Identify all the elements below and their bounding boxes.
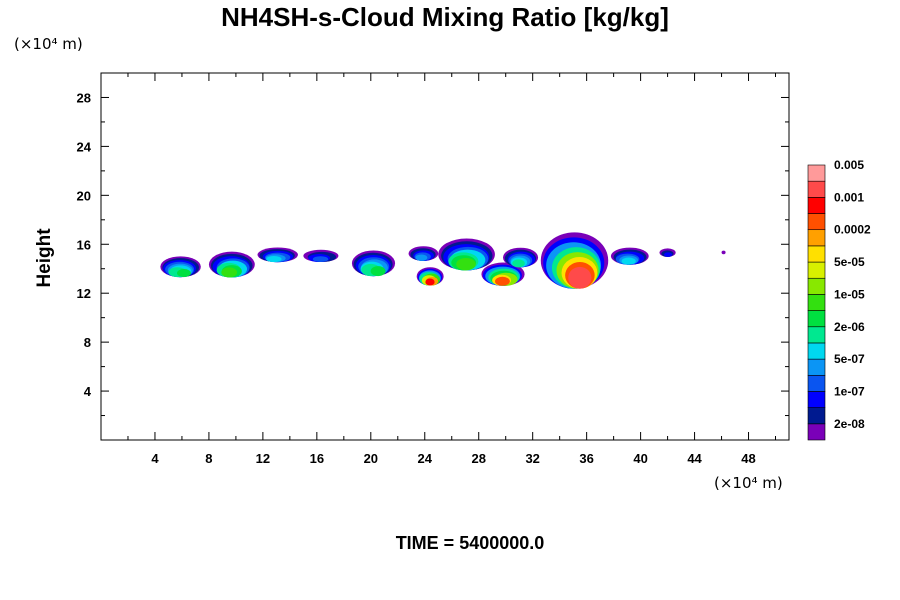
x-tick-label: 32 (525, 451, 539, 466)
colorbar-swatch (807, 391, 826, 408)
colorbar-label: 1e-07 (834, 384, 865, 398)
cloud-blob-layer (456, 257, 476, 271)
y-axis-label: Height (34, 228, 55, 288)
x-tick-label: 48 (741, 451, 755, 466)
colorbar-swatch (807, 277, 826, 295)
colorbar-swatch (807, 358, 826, 376)
colorbar-label: 1e-05 (834, 287, 865, 301)
colorbar-swatch (807, 164, 826, 182)
y-tick-label: 28 (77, 90, 91, 105)
plot-data-layer (160, 232, 726, 289)
colorbar-label: 5e-07 (834, 352, 865, 366)
cloud-blob-layer (415, 254, 428, 261)
x-tick-label: 16 (310, 451, 324, 466)
colorbar-swatch (807, 374, 826, 392)
cloud-blob-layer (266, 256, 282, 263)
cloud-blob-layer (221, 267, 238, 278)
colorbar-swatch (807, 229, 826, 247)
x-tick-label: 4 (151, 451, 159, 466)
colorbar-label: 5e-05 (834, 255, 865, 269)
x-tick-label: 36 (579, 451, 593, 466)
colorbar-swatch (807, 197, 826, 214)
chart-title: NH4SH-s-Cloud Mixing Ratio [kg/kg] (221, 2, 669, 32)
y-tick-label: 20 (77, 188, 91, 203)
colorbar-label: 0.005 (834, 158, 864, 172)
y-tick-label: 12 (77, 286, 91, 301)
plot-frame (100, 72, 790, 441)
cloud-blob-layer (370, 266, 386, 277)
cloud-blob-layer (512, 259, 525, 268)
x-tick-label: 24 (418, 451, 433, 466)
x-axis-unit: (×10⁴ m) (714, 474, 783, 492)
y-axis-unit: (×10⁴ m) (14, 35, 83, 53)
x-tick-label: 20 (364, 451, 378, 466)
colorbar-swatch (807, 326, 826, 344)
colorbar-swatch (807, 213, 826, 231)
y-tick-label: 8 (84, 335, 91, 350)
colorbar-swatch (807, 407, 826, 425)
y-tick-label: 24 (77, 139, 92, 154)
colorbar-swatch (807, 423, 826, 441)
cloud-blob-layer (568, 266, 592, 289)
y-tick-label: 4 (84, 384, 92, 399)
y-tick-label: 16 (77, 237, 91, 252)
colorbar-swatch (807, 294, 826, 311)
x-tick-label: 28 (471, 451, 485, 466)
cloud-blob-layer (664, 252, 673, 257)
time-label: TIME = 5400000.0 (396, 533, 545, 553)
cloud-blob-layer (621, 257, 636, 265)
colorbar-label: 0.001 (834, 190, 864, 204)
colorbar-swatch (807, 342, 826, 360)
x-tick-label: 12 (256, 451, 270, 466)
cloud-blob-layer (495, 276, 510, 286)
cloud-blob-layer (721, 250, 726, 255)
x-tick-label: 8 (205, 451, 212, 466)
colorbar-swatch (807, 261, 826, 279)
cloud-blob-layer (312, 256, 329, 263)
cloud-blob-layer (176, 269, 191, 278)
colorbar: 2e-08 1e-07 5e-07 2e-06 1e-05 5e-05 0.0002 0.00… (807, 158, 871, 441)
colorbar-swatch (807, 245, 826, 263)
x-tick-label: 40 (633, 451, 647, 466)
colorbar-swatch (807, 310, 826, 328)
colorbar-label: 2e-08 (834, 417, 865, 431)
cloud-blob-layer (425, 278, 435, 286)
colorbar-label: 0.0002 (834, 223, 871, 237)
colorbar-swatch (807, 180, 826, 198)
x-tick-label: 44 (687, 451, 702, 466)
colorbar-label: 2e-06 (834, 320, 865, 334)
